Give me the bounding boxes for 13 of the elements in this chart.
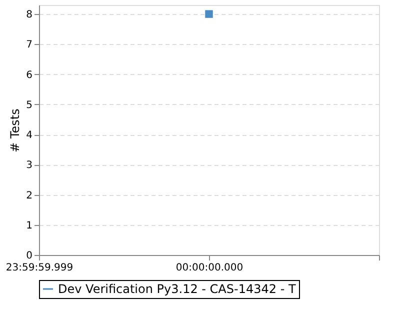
y-tick-label: 1 bbox=[26, 220, 32, 232]
y-tick-label: 3 bbox=[26, 160, 32, 172]
y-tick-label: 6 bbox=[26, 70, 32, 81]
x-tick-label: 23:59:59.999 bbox=[6, 262, 74, 274]
legend-label: Dev Verification Py3.12 - CAS-14342 - T bbox=[58, 282, 296, 296]
y-tick-label: 8 bbox=[26, 10, 32, 21]
x-tick-label: 00:00:00.000 bbox=[176, 262, 244, 274]
y-tick-label: 4 bbox=[26, 130, 32, 142]
y-tick-label: 0 bbox=[26, 250, 32, 262]
y-tick-label: 2 bbox=[26, 190, 32, 202]
y-tick-label: 5 bbox=[26, 100, 32, 111]
y-tick-label: 7 bbox=[26, 40, 32, 51]
y-axis-title: # Tests bbox=[8, 108, 22, 152]
